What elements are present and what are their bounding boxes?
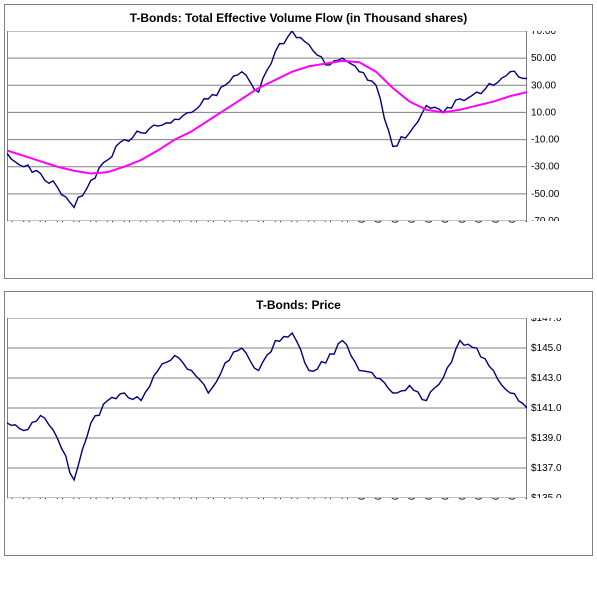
svg-text:02/02/12: 02/02/12	[491, 498, 502, 500]
svg-text:10/28/11: 10/28/11	[72, 498, 83, 500]
svg-text:12/21/11: 12/21/11	[306, 221, 317, 223]
xaxis-svg-1: 10/13/11 10/18/11 10/21/11 10/25/11 10/28/11…	[7, 221, 527, 276]
svg-text:11/21/11: 11/21/11	[172, 498, 183, 500]
svg-text:11/04/11: 11/04/11	[105, 498, 116, 500]
svg-text:10/21/11: 10/21/11	[38, 498, 49, 500]
chart-volume-flow: T-Bonds: Total Effective Volume Flow (in…	[4, 4, 593, 279]
plot-svg-2	[7, 318, 527, 498]
svg-text:-30.00: -30.00	[531, 162, 560, 173]
svg-text:10/18/11: 10/18/11	[21, 221, 32, 223]
svg-text:12/16/11: 12/16/11	[290, 498, 301, 500]
svg-text:12/01/11: 12/01/11	[223, 498, 234, 500]
svg-text:01/31/12: 01/31/12	[474, 221, 485, 223]
svg-text:12/06/11: 12/06/11	[239, 498, 250, 500]
svg-text:01/31/12: 01/31/12	[474, 498, 485, 500]
svg-text:12/29/11: 12/29/11	[340, 498, 351, 500]
svg-text:11/01/11: 11/01/11	[88, 221, 99, 223]
svg-text:01/23/12: 01/23/12	[441, 498, 452, 500]
svg-text:12/23/11: 12/23/11	[323, 221, 334, 223]
svg-text:10/21/11: 10/21/11	[38, 221, 49, 223]
svg-text:12/09/11: 12/09/11	[256, 498, 267, 500]
svg-text:11/16/11: 11/16/11	[155, 498, 166, 500]
svg-text:12/13/11: 12/13/11	[273, 498, 284, 500]
svg-text:11/04/11: 11/04/11	[105, 221, 116, 223]
svg-text:10/13/11: 10/13/11	[7, 498, 16, 500]
svg-text:01/06/12: 01/06/12	[374, 221, 385, 223]
svg-text:12/09/11: 12/09/11	[256, 221, 267, 223]
xaxis-svg-2: 10/13/11 10/18/11 10/21/11 10/25/11 10/28/11…	[7, 498, 527, 553]
svg-text:11/09/11: 11/09/11	[122, 498, 133, 500]
svg-text:11/11/11: 11/11/11	[139, 221, 150, 223]
svg-text:10/13/11: 10/13/11	[7, 221, 16, 223]
svg-text:$139.0: $139.0	[531, 433, 562, 444]
svg-text:11/01/11: 11/01/11	[88, 498, 99, 500]
svg-text:$143.0: $143.0	[531, 373, 562, 384]
svg-text:12/23/11: 12/23/11	[323, 498, 334, 500]
plot-area-1: -70.00-50.00-30.00-10.0010.0030.0050.007…	[7, 31, 590, 276]
svg-text:30.00: 30.00	[531, 80, 556, 91]
svg-text:01/19/12: 01/19/12	[424, 221, 435, 223]
svg-text:01/26/12: 01/26/12	[457, 498, 468, 500]
svg-text:01/13/12: 01/13/12	[407, 221, 418, 223]
plot-area-2: $135.0$137.0$139.0$141.0$143.0$145.0$147…	[7, 318, 590, 553]
svg-text:01/04/12: 01/04/12	[357, 221, 368, 223]
svg-text:11/23/11: 11/23/11	[189, 221, 200, 223]
svg-text:-10.00: -10.00	[531, 135, 560, 146]
svg-text:70.00: 70.00	[531, 31, 556, 37]
svg-text:11/09/11: 11/09/11	[122, 221, 133, 223]
svg-text:$141.0: $141.0	[531, 403, 562, 414]
svg-text:01/04/12: 01/04/12	[357, 498, 368, 500]
svg-text:12/21/11: 12/21/11	[306, 498, 317, 500]
svg-text:02/07/12: 02/07/12	[508, 221, 519, 223]
svg-text:01/11/12: 01/11/12	[390, 498, 401, 500]
svg-text:12/29/11: 12/29/11	[340, 221, 351, 223]
svg-text:12/01/11: 12/01/11	[223, 221, 234, 223]
svg-text:12/13/11: 12/13/11	[273, 221, 284, 223]
svg-text:$147.0: $147.0	[531, 318, 562, 324]
svg-text:10/18/11: 10/18/11	[21, 498, 32, 500]
svg-text:02/02/12: 02/02/12	[491, 221, 502, 223]
svg-text:11/29/11: 11/29/11	[206, 498, 217, 500]
svg-text:50.00: 50.00	[531, 53, 556, 64]
yaxis-svg-1: -70.00-50.00-30.00-10.0010.0030.0050.007…	[527, 31, 582, 221]
svg-text:-50.00: -50.00	[531, 189, 560, 200]
svg-text:02/07/12: 02/07/12	[508, 498, 519, 500]
svg-text:10/28/11: 10/28/11	[72, 221, 83, 223]
svg-text:01/06/12: 01/06/12	[374, 498, 385, 500]
svg-text:11/21/11: 11/21/11	[172, 221, 183, 223]
svg-text:01/13/12: 01/13/12	[407, 498, 418, 500]
svg-text:10/25/11: 10/25/11	[55, 498, 66, 500]
svg-text:10.00: 10.00	[531, 107, 556, 118]
svg-text:01/11/12: 01/11/12	[390, 221, 401, 223]
svg-text:11/11/11: 11/11/11	[139, 498, 150, 500]
svg-text:12/06/11: 12/06/11	[239, 221, 250, 223]
svg-text:11/16/11: 11/16/11	[155, 221, 166, 223]
svg-text:$137.0: $137.0	[531, 463, 562, 474]
svg-text:01/26/12: 01/26/12	[457, 221, 468, 223]
yaxis-svg-2: $135.0$137.0$139.0$141.0$143.0$145.0$147…	[527, 318, 582, 498]
chart-title-2: T-Bonds: Price	[7, 298, 590, 312]
chart-title-1: T-Bonds: Total Effective Volume Flow (in…	[7, 11, 590, 25]
plot-svg-1	[7, 31, 527, 221]
svg-text:12/16/11: 12/16/11	[290, 221, 301, 223]
svg-text:01/19/12: 01/19/12	[424, 498, 435, 500]
svg-text:11/29/11: 11/29/11	[206, 221, 217, 223]
svg-text:01/23/12: 01/23/12	[441, 221, 452, 223]
svg-text:$145.0: $145.0	[531, 343, 562, 354]
svg-text:11/23/11: 11/23/11	[189, 498, 200, 500]
svg-text:10/25/11: 10/25/11	[55, 221, 66, 223]
chart-price: T-Bonds: Price $135.0$137.0$139.0$141.0$…	[4, 291, 593, 556]
